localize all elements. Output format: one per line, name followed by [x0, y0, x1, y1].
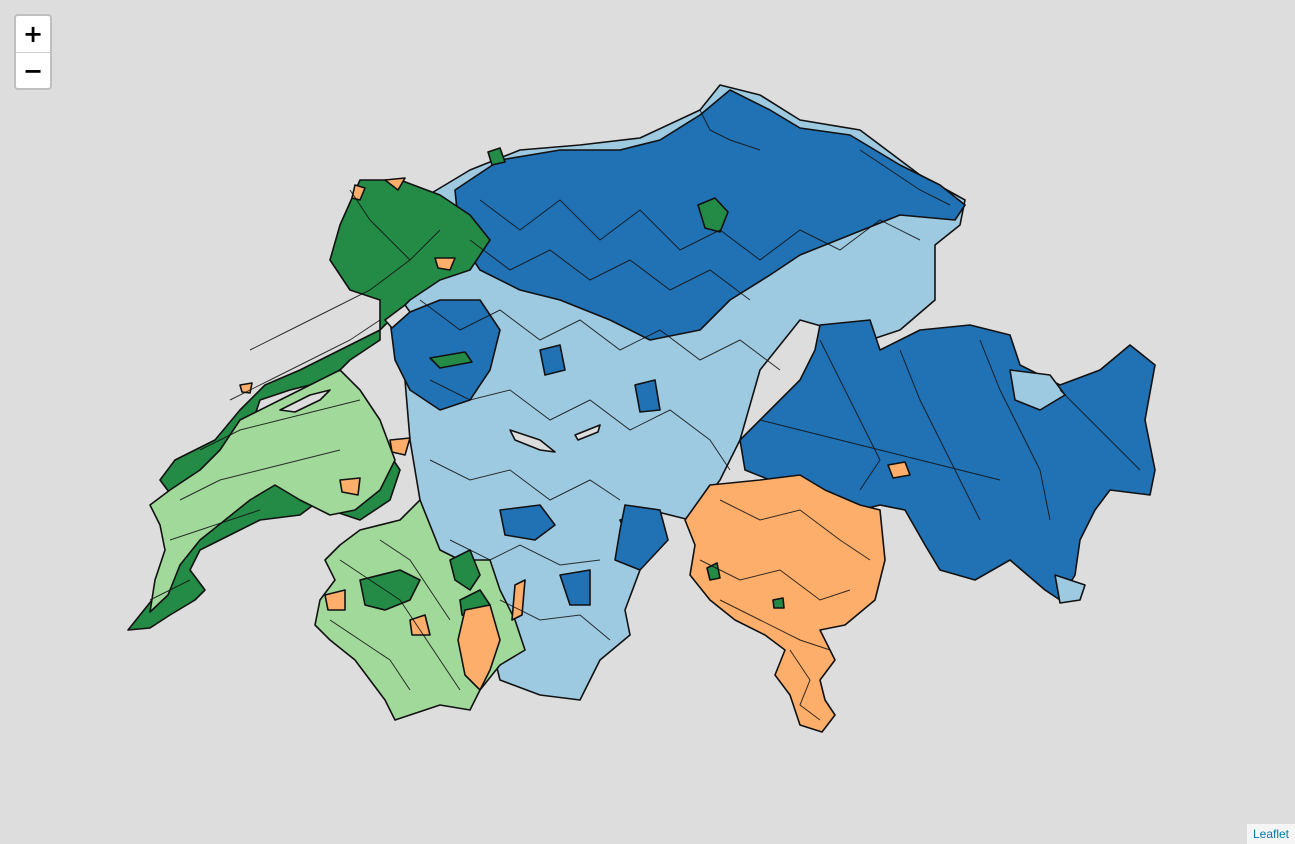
- region-basel-dark-green[interactable]: [487, 147, 506, 166]
- lake-geneva: [279, 389, 331, 413]
- region-central-dark-blue-4[interactable]: [634, 379, 661, 413]
- municipality-borders: [149, 109, 1141, 721]
- region-orange-6[interactable]: [324, 589, 346, 611]
- region-central-dark-blue[interactable]: [499, 504, 556, 541]
- region-south-light-blue[interactable]: [1054, 574, 1086, 604]
- region-orange-8[interactable]: [887, 461, 911, 479]
- region-central-dark-blue-3[interactable]: [539, 344, 566, 376]
- region-central-dark-blue-2[interactable]: [614, 504, 669, 571]
- zoom-control: + −: [14, 14, 52, 90]
- lake-brienz: [574, 424, 601, 441]
- region-valais-dark-green[interactable]: [359, 569, 421, 611]
- region-orange-valais[interactable]: [457, 604, 501, 691]
- lake-thun: [509, 429, 556, 453]
- region-ticino-dark-green-2[interactable]: [772, 597, 785, 609]
- region-valais-dark-green-2[interactable]: [449, 549, 481, 591]
- region-central-dark-blue-5[interactable]: [559, 569, 591, 606]
- region-orange-7[interactable]: [409, 614, 431, 636]
- lake-neuchatel: [384, 304, 411, 329]
- attribution-link[interactable]: Leaflet: [1246, 824, 1295, 844]
- region-ticino-dark-green[interactable]: [706, 562, 721, 581]
- region-orange-3[interactable]: [434, 257, 456, 271]
- zoom-in-button[interactable]: +: [16, 16, 50, 53]
- region-ticino-orange[interactable]: [684, 474, 886, 733]
- region-orange-5[interactable]: [389, 437, 411, 456]
- region-orange-4[interactable]: [339, 477, 361, 496]
- region-east-light-blue[interactable]: [1009, 369, 1066, 411]
- region-orange-valais-2[interactable]: [511, 579, 526, 621]
- region-orange-1[interactable]: [384, 177, 406, 191]
- region-vaud-light-green[interactable]: [149, 369, 396, 613]
- region-zurich-dark-green[interactable]: [697, 197, 729, 233]
- region-lake-dark-green[interactable]: [429, 351, 473, 369]
- zoom-out-button[interactable]: −: [22, 57, 44, 85]
